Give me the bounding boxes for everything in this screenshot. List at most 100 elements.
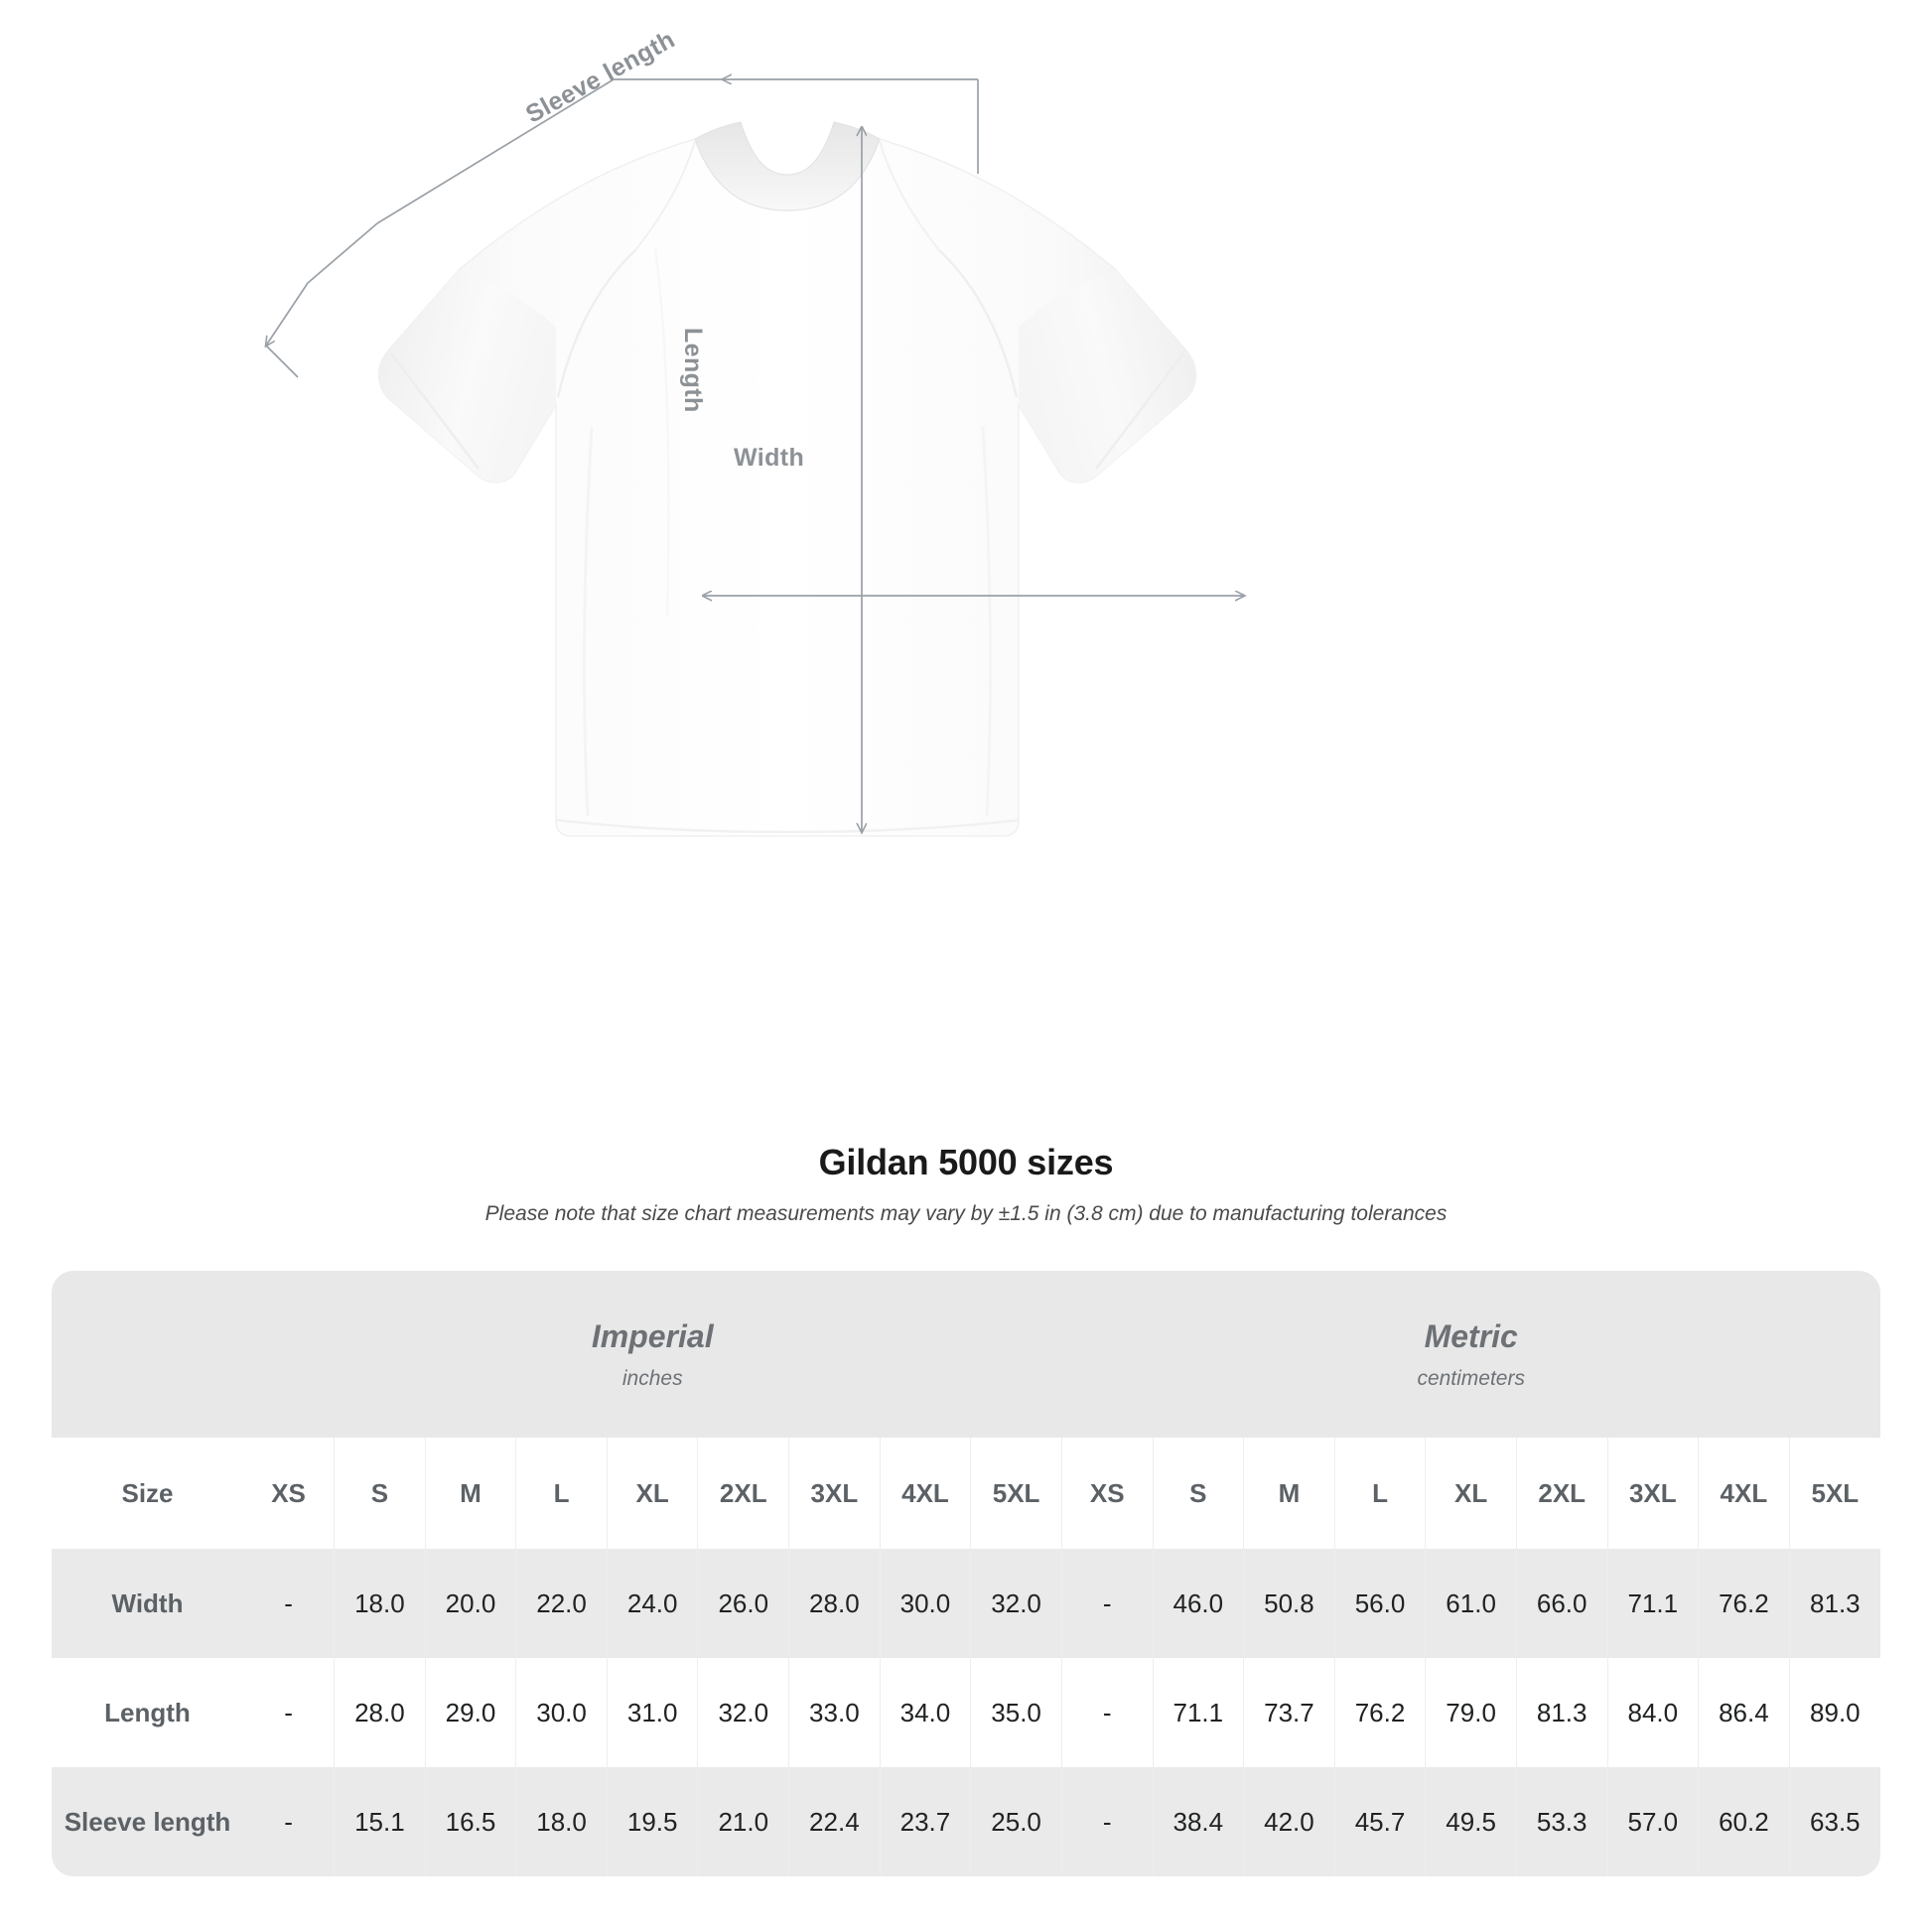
cell-sleeve-metric-4xl: 60.2 xyxy=(1698,1767,1790,1876)
unit-header-spacer xyxy=(52,1271,243,1438)
length-dimension-label: Length xyxy=(679,328,707,413)
cell-length-metric-4xl: 86.4 xyxy=(1698,1658,1790,1767)
unit-name-metric: Metric xyxy=(1424,1318,1518,1355)
col-header-imperial-xl: XL xyxy=(606,1438,698,1549)
page-title: Gildan 5000 sizes xyxy=(818,1142,1114,1182)
col-header-imperial-4xl: 4XL xyxy=(879,1438,971,1549)
tshirt-illustration-svg xyxy=(0,0,1932,837)
col-header-imperial-xs: XS xyxy=(243,1438,335,1549)
sleeve-diagonal-upper xyxy=(376,78,615,224)
table-row: Length - 28.0 29.0 30.0 31.0 32.0 33.0 3… xyxy=(52,1658,1880,1767)
col-header-metric-xs: XS xyxy=(1060,1438,1154,1549)
cell-length-metric-xl: 79.0 xyxy=(1425,1658,1517,1767)
unit-header-row: Imperial inches Metric centimeters xyxy=(52,1271,1880,1438)
unit-sub-metric: centimeters xyxy=(1417,1366,1525,1390)
cell-length-metric-s: 71.1 xyxy=(1152,1658,1244,1767)
cell-length-imperial-4xl: 34.0 xyxy=(879,1658,971,1767)
width-dimension-label: Width xyxy=(734,444,805,472)
cell-sleeve-imperial-l: 18.0 xyxy=(515,1767,608,1876)
cell-sleeve-imperial-xl: 19.5 xyxy=(606,1767,698,1876)
measurement-lines xyxy=(266,79,1244,832)
cell-sleeve-metric-2xl: 53.3 xyxy=(1515,1767,1607,1876)
cell-width-imperial-xs: - xyxy=(243,1549,335,1658)
col-header-metric-m: M xyxy=(1243,1438,1335,1549)
row-label-sleeve-length: Sleeve length xyxy=(52,1767,243,1876)
cell-length-imperial-m: 29.0 xyxy=(424,1658,516,1767)
cell-length-metric-3xl: 84.0 xyxy=(1606,1658,1699,1767)
table-row: Sleeve length - 15.1 16.5 18.0 19.5 21.0… xyxy=(52,1767,1880,1876)
cell-sleeve-imperial-2xl: 21.0 xyxy=(697,1767,789,1876)
sleeve-diagonal-lower xyxy=(307,222,378,284)
row-label-length: Length xyxy=(52,1658,243,1767)
col-header-metric-s: S xyxy=(1152,1438,1244,1549)
cell-length-imperial-2xl: 32.0 xyxy=(697,1658,789,1767)
cell-length-metric-2xl: 81.3 xyxy=(1515,1658,1607,1767)
cell-length-imperial-s: 28.0 xyxy=(334,1658,426,1767)
cell-length-imperial-xl: 31.0 xyxy=(606,1658,698,1767)
cell-width-metric-5xl: 81.3 xyxy=(1788,1549,1880,1658)
cell-width-imperial-l: 22.0 xyxy=(515,1549,608,1658)
unit-name-imperial: Imperial xyxy=(591,1318,714,1355)
cell-sleeve-metric-3xl: 57.0 xyxy=(1606,1767,1699,1876)
cell-sleeve-metric-l: 45.7 xyxy=(1333,1767,1426,1876)
cell-sleeve-imperial-xs: - xyxy=(243,1767,335,1876)
col-header-metric-4xl: 4XL xyxy=(1698,1438,1790,1549)
cell-sleeve-imperial-s: 15.1 xyxy=(334,1767,426,1876)
tshirt-body-path xyxy=(377,138,1197,837)
cell-width-metric-m: 50.8 xyxy=(1243,1549,1335,1658)
sleeve-arrow-end xyxy=(266,282,309,345)
cell-sleeve-imperial-4xl: 23.7 xyxy=(879,1767,971,1876)
col-header-imperial-l: L xyxy=(515,1438,608,1549)
cell-width-imperial-4xl: 30.0 xyxy=(879,1549,971,1658)
cell-width-imperial-m: 20.0 xyxy=(424,1549,516,1658)
cell-sleeve-metric-s: 38.4 xyxy=(1152,1767,1244,1876)
col-header-imperial-m: M xyxy=(424,1438,516,1549)
table-row: Width - 18.0 20.0 22.0 24.0 26.0 28.0 30… xyxy=(52,1549,1880,1658)
tshirt-shape xyxy=(377,121,1197,837)
col-header-metric-3xl: 3XL xyxy=(1606,1438,1699,1549)
cell-width-imperial-3xl: 28.0 xyxy=(788,1549,881,1658)
size-header-label: Size xyxy=(52,1438,243,1549)
cell-sleeve-metric-xs: - xyxy=(1060,1767,1154,1876)
cell-width-metric-3xl: 71.1 xyxy=(1606,1549,1699,1658)
cell-width-imperial-5xl: 32.0 xyxy=(970,1549,1062,1658)
cell-sleeve-metric-5xl: 63.5 xyxy=(1788,1767,1880,1876)
col-header-metric-5xl: 5XL xyxy=(1788,1438,1880,1549)
cell-length-imperial-3xl: 33.0 xyxy=(788,1658,881,1767)
cell-length-metric-5xl: 89.0 xyxy=(1788,1658,1880,1767)
cell-width-metric-xs: - xyxy=(1060,1549,1154,1658)
row-label-width: Width xyxy=(52,1549,243,1658)
cell-width-metric-2xl: 66.0 xyxy=(1515,1549,1607,1658)
cell-length-imperial-5xl: 35.0 xyxy=(970,1658,1062,1767)
cell-width-metric-xl: 61.0 xyxy=(1425,1549,1517,1658)
unit-sub-imperial: inches xyxy=(621,1366,683,1390)
tshirt-left-sleeve xyxy=(378,270,556,483)
unit-header-metric: Metric centimeters xyxy=(1061,1271,1880,1438)
tshirt-diagram: Sleeve length Length Width xyxy=(0,0,1932,837)
col-header-metric-l: L xyxy=(1333,1438,1426,1549)
chart-heading: Gildan 5000 sizes Please note that size … xyxy=(0,1140,1932,1227)
unit-header-imperial: Imperial inches xyxy=(243,1271,1062,1438)
cell-width-imperial-s: 18.0 xyxy=(334,1549,426,1658)
cell-length-metric-l: 76.2 xyxy=(1333,1658,1426,1767)
cell-length-imperial-xs: - xyxy=(243,1658,335,1767)
cell-length-metric-m: 73.7 xyxy=(1243,1658,1335,1767)
col-header-metric-2xl: 2XL xyxy=(1515,1438,1607,1549)
tshirt-collar xyxy=(694,121,881,211)
sleeve-end-tick xyxy=(265,345,299,378)
col-header-imperial-2xl: 2XL xyxy=(697,1438,789,1549)
col-header-imperial-s: S xyxy=(334,1438,426,1549)
size-header-row: Size XS S M L XL 2XL 3XL 4XL 5XL XS S M … xyxy=(52,1438,1880,1549)
cell-sleeve-metric-m: 42.0 xyxy=(1243,1767,1335,1876)
cell-sleeve-imperial-m: 16.5 xyxy=(424,1767,516,1876)
cell-length-imperial-l: 30.0 xyxy=(515,1658,608,1767)
cell-sleeve-metric-xl: 49.5 xyxy=(1425,1767,1517,1876)
cell-width-metric-4xl: 76.2 xyxy=(1698,1549,1790,1658)
size-chart-table: Imperial inches Metric centimeters Size … xyxy=(52,1271,1880,1876)
size-chart-table-wrapper: Imperial inches Metric centimeters Size … xyxy=(52,1271,1880,1876)
cell-width-imperial-2xl: 26.0 xyxy=(697,1549,789,1658)
tshirt-right-sleeve xyxy=(1019,270,1196,483)
col-header-imperial-5xl: 5XL xyxy=(970,1438,1062,1549)
cell-width-imperial-xl: 24.0 xyxy=(606,1549,698,1658)
cell-width-metric-l: 56.0 xyxy=(1333,1549,1426,1658)
